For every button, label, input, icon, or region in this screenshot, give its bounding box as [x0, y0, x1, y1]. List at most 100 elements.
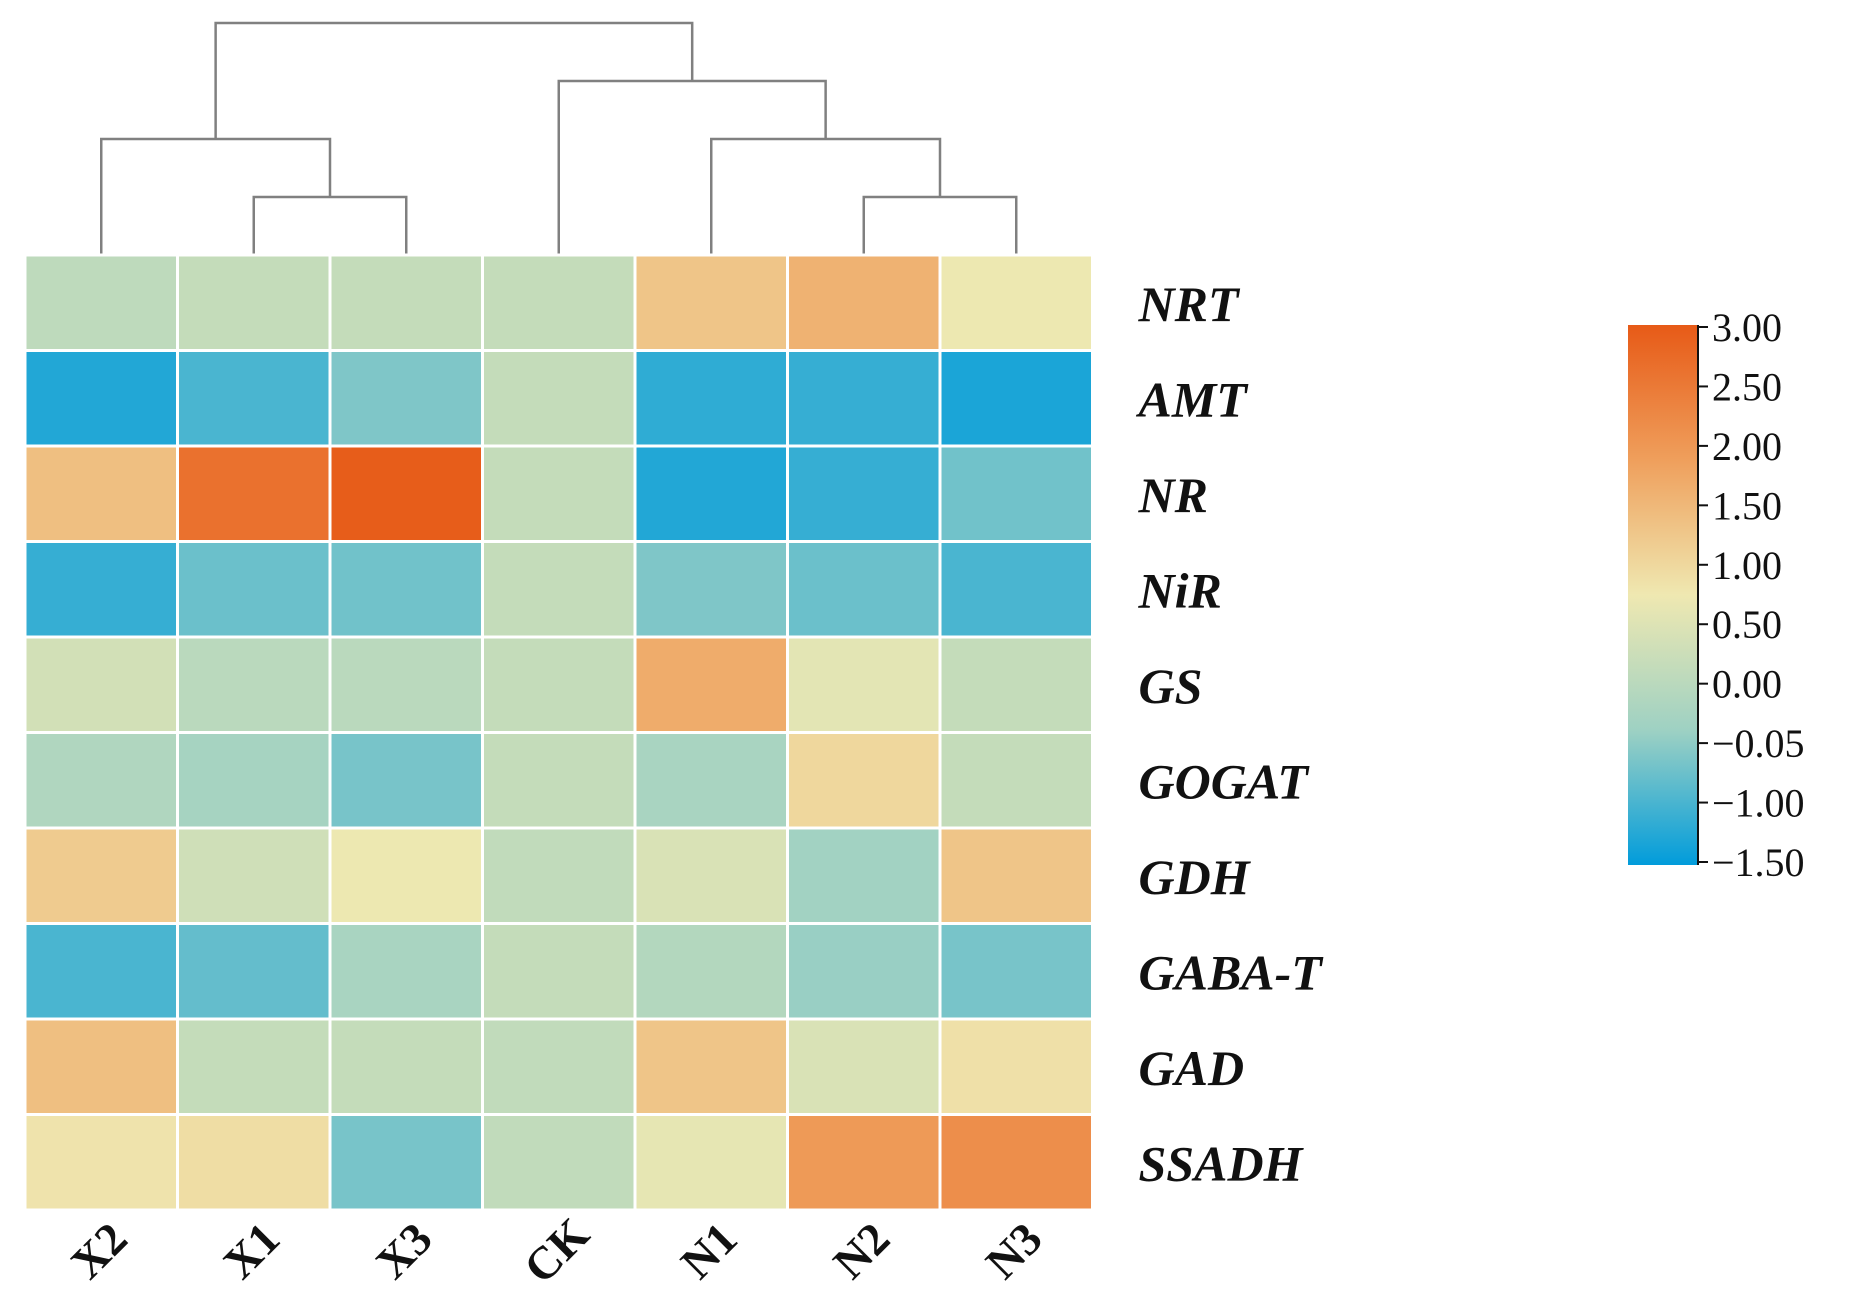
row-label-nrt: NRT [1138, 276, 1241, 332]
dendrogram-branch-6 [214, 21, 694, 139]
row-labels: NRT AMT NR NiR GS GOGAT GDH GABA-T GAD SSADH [1136, 276, 1325, 1192]
heatmap-cell-nir-n3 [938, 540, 1094, 639]
column-label-x3: X3 [366, 1213, 442, 1289]
row-label-gogat: GOGAT [1139, 753, 1311, 809]
heatmap-cell-gaba-t-x1 [176, 922, 332, 1021]
colorbar-tick-label-1: 3.00 [1712, 305, 1782, 350]
heatmap-cell-gs-n2 [786, 635, 942, 734]
heatmap-cell-gogat-x2 [23, 731, 179, 830]
row-label-amt: AMT [1136, 371, 1250, 427]
heatmap-cell-nir-x1 [176, 540, 332, 639]
heatmap-cell-gaba-t-x2 [23, 922, 179, 1021]
dendrogram-branch-5 [557, 79, 827, 255]
row-label-gaba-t: GABA-T [1139, 944, 1325, 1000]
heatmap-cell-gdh-n3 [938, 826, 1094, 925]
heatmap-cell-gad-x2 [23, 1017, 179, 1116]
heatmap-cell-nrt-x3 [328, 253, 484, 352]
dendrogram-branch-1 [252, 195, 408, 255]
heatmap-cell-gogat-n1 [633, 731, 789, 830]
heatmap-cell-nr-x2 [23, 444, 179, 543]
colorbar-bar [1628, 325, 1698, 865]
heatmap-cell-nrt-x2 [23, 253, 179, 352]
heatmap-cell-gs-x2 [23, 635, 179, 734]
heatmap-cell-ssadh-x2 [23, 1113, 179, 1212]
heatmap-cell-gdh-x1 [176, 826, 332, 925]
heatmap-cell-amt-n3 [938, 349, 1094, 448]
heatmap-cell-gogat-x1 [176, 731, 332, 830]
row-label-nr: NR [1138, 467, 1208, 523]
heatmap-cell-nir-ck [481, 540, 637, 639]
heatmap-cell-nrt-n1 [633, 253, 789, 352]
heatmap-cell-amt-x1 [176, 349, 332, 448]
column-labels: X2 X1 X3 CK N1 N2 N3 [61, 1208, 1052, 1293]
heatmap-cell-gdh-x2 [23, 826, 179, 925]
heatmap-cell-nir-x3 [328, 540, 484, 639]
row-label-gdh: GDH [1139, 849, 1252, 905]
row-label-gs: GS [1139, 658, 1203, 714]
heatmap-cell-nrt-x1 [176, 253, 332, 352]
row-label-nir: NiR [1138, 562, 1222, 618]
heatmap-cell-nir-n1 [633, 540, 789, 639]
heatmap-cell-ssadh-x3 [328, 1113, 484, 1212]
column-label-x1: X1 [213, 1213, 289, 1289]
heatmap-cell-gogat-n3 [938, 731, 1094, 830]
heatmap-cell-gs-x3 [328, 635, 484, 734]
heatmap-cell-nr-n1 [633, 444, 789, 543]
column-label-x2: X2 [61, 1213, 137, 1289]
heatmap-cell-nir-x2 [23, 540, 179, 639]
row-label-gad: GAD [1139, 1040, 1245, 1096]
heatmap-cell-nr-ck [481, 444, 637, 543]
column-label-n2: N2 [823, 1213, 899, 1289]
colorbar-tick-label-3: 2.00 [1712, 424, 1782, 469]
heatmap-cell-gs-n3 [938, 635, 1094, 734]
column-label-n3: N3 [976, 1213, 1052, 1289]
heatmap-cell-gogat-ck [481, 731, 637, 830]
heatmap-cell-nr-n2 [786, 444, 942, 543]
column-label-n1: N1 [671, 1213, 747, 1289]
heatmap-cell-gdh-x3 [328, 826, 484, 925]
colorbar-tick-label-10: −1.50 [1712, 840, 1805, 885]
dendrogram-branch-3 [862, 195, 1018, 255]
colorbar-tick-label-8: −0.05 [1712, 721, 1805, 766]
heatmap-cell-gogat-x3 [328, 731, 484, 830]
heatmap-cell-amt-n2 [786, 349, 942, 448]
heatmap-cell-gaba-t-n3 [938, 922, 1094, 1021]
heatmap-cell-gs-ck [481, 635, 637, 734]
heatmap-cell-nrt-n3 [938, 253, 1094, 352]
heatmap-cell-nr-x3 [328, 444, 484, 543]
heatmap-cell-amt-n1 [633, 349, 789, 448]
heatmap-cell-gs-n1 [633, 635, 789, 734]
heatmap-cell-ssadh-x1 [176, 1113, 332, 1212]
heatmap-cell-gaba-t-x3 [328, 922, 484, 1021]
heatmap-cell-gad-x3 [328, 1017, 484, 1116]
heatmap-cell-gaba-t-n2 [786, 922, 942, 1021]
heatmap-cell-amt-x3 [328, 349, 484, 448]
heatmap-cell-amt-x2 [23, 349, 179, 448]
heatmap-cell-ssadh-n3 [938, 1113, 1094, 1212]
heatmap-cell-gad-n2 [786, 1017, 942, 1116]
heatmap-cell-gad-n3 [938, 1017, 1094, 1116]
heatmap-cells [23, 253, 1094, 1212]
heatmap-cell-gogat-n2 [786, 731, 942, 830]
colorbar-tick-label-5: 1.00 [1712, 543, 1782, 588]
heatmap-cell-gad-ck [481, 1017, 637, 1116]
colorbar-tick-label-9: −1.00 [1712, 781, 1805, 826]
heatmap-cell-nr-x1 [176, 444, 332, 543]
heatmap-cell-nr-n3 [938, 444, 1094, 543]
colorbar-tick-label-7: 0.00 [1712, 662, 1782, 707]
heatmap-cell-ssadh-n2 [786, 1113, 942, 1212]
heatmap-cell-gaba-t-n1 [633, 922, 789, 1021]
heatmap-cell-ssadh-ck [481, 1113, 637, 1212]
heatmap-cell-gad-x1 [176, 1017, 332, 1116]
column-label-ck: CK [514, 1208, 599, 1293]
heatmap-cell-nrt-n2 [786, 253, 942, 352]
heatmap-cell-gdh-n1 [633, 826, 789, 925]
colorbar: 3.00 2.50 2.00 1.50 1.00 0.50 0.00 −0.05 −1.00 −1… [1628, 305, 1805, 885]
heatmap-cell-ssadh-n1 [633, 1113, 789, 1212]
heatmap-cell-gad-n1 [633, 1017, 789, 1116]
colorbar-tick-label-4: 1.50 [1712, 483, 1782, 528]
heatmap-cell-amt-ck [481, 349, 637, 448]
column-dendrogram [100, 21, 1018, 255]
heatmap-cell-gaba-t-ck [481, 922, 637, 1021]
